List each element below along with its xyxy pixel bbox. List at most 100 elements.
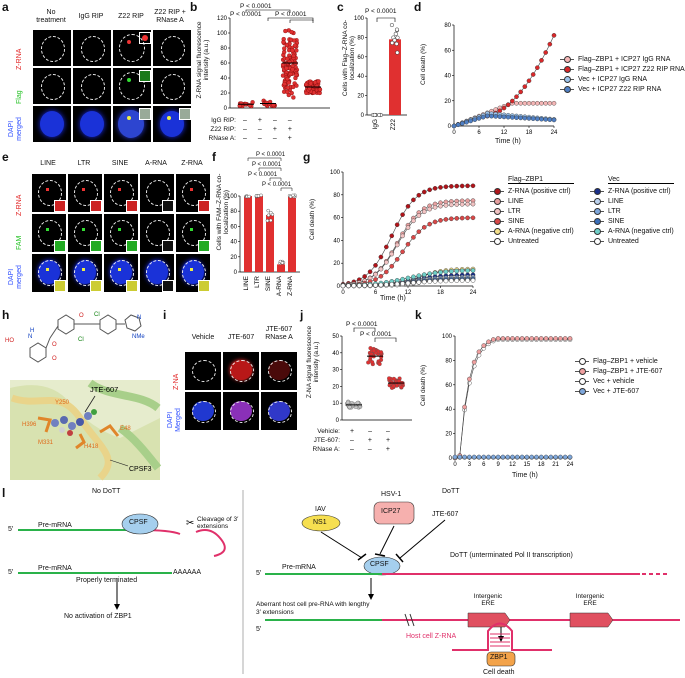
g-xticklabel: 6 — [374, 290, 378, 296]
k-point — [562, 454, 568, 460]
k-legend-swatch-4 — [575, 388, 589, 395]
panel-label-d: d — [414, 0, 422, 14]
g-point — [389, 233, 395, 239]
g-point — [416, 280, 422, 285]
f-point — [266, 208, 270, 213]
b-v03: – — [287, 117, 292, 124]
panel-j-chart: 0 10 20 30 40 50 — [332, 327, 412, 424]
panel-k-chart: 0 20 40 60 80 100 0 3 6 9 12 15 18 21 24 — [442, 334, 574, 468]
l-left-title: No DoTT — [92, 488, 121, 495]
j-yticklabel: 40 — [332, 351, 339, 357]
g-point — [389, 251, 395, 257]
g-legend-flag-item-5: A-RNA (negative ctrl) — [490, 226, 574, 236]
j-v22: + — [385, 446, 390, 453]
g-point — [427, 279, 432, 284]
g-point — [405, 241, 411, 247]
b-point — [288, 71, 293, 77]
l-death-label: Cell death — [483, 669, 515, 676]
g-point — [438, 185, 443, 190]
j-condition-values: + – – – + + – – + — [350, 427, 390, 454]
h-helix-2 — [87, 379, 161, 412]
a-col-no-treatment: No treatment — [36, 9, 66, 24]
j-point — [378, 350, 384, 355]
j-point — [399, 385, 404, 390]
e-image-r3c3 — [104, 254, 138, 292]
g-point — [356, 283, 362, 288]
g-point — [459, 201, 465, 207]
d-yticklabel: 20 — [444, 99, 451, 105]
d-legend-item-3: Vec + ICP27 IgG RNA — [560, 74, 685, 84]
k-xticklabel: 3 — [468, 462, 472, 468]
d-point — [551, 100, 557, 106]
k-xticklabel: 0 — [453, 462, 457, 468]
g-point — [362, 274, 367, 279]
g-point — [378, 266, 384, 272]
g-legend-flag-item-3: LTR — [490, 206, 574, 216]
g-point — [378, 273, 384, 279]
d-point — [530, 116, 536, 121]
g-point — [459, 215, 465, 221]
l-ns1-inhibit-bar — [357, 553, 367, 561]
k-series-line — [454, 338, 570, 459]
panel-l-schematic: ✂ No DoTT DoTT 5′ Pre-mRNA CP — [0, 486, 685, 678]
g-yticklabel: 60 — [333, 216, 340, 222]
k-point — [476, 349, 482, 355]
g-point — [465, 183, 470, 189]
k-ylabel: Cell death (%) — [420, 364, 427, 406]
d-point — [543, 100, 548, 106]
f-point — [280, 261, 285, 265]
j-v02: – — [386, 428, 390, 435]
h-atom-h: H — [30, 328, 34, 334]
b-point — [282, 81, 287, 87]
g-point — [454, 278, 460, 283]
k-point — [495, 336, 501, 341]
b-point — [291, 95, 296, 100]
f-point — [266, 213, 271, 217]
k-point — [481, 343, 487, 348]
h-atom-n: N — [137, 315, 141, 321]
e-row-fam: FAM — [16, 235, 23, 250]
f-yticklabel: 60 — [230, 224, 237, 230]
k-legend-item-3: Vec + vehicle — [575, 376, 662, 386]
g-point — [400, 276, 405, 282]
e-image-r2c3 — [104, 214, 138, 252]
g-xticklabel: 18 — [437, 290, 444, 296]
g-point — [443, 203, 449, 208]
g-point — [470, 201, 476, 207]
f-xticklabel: LINE — [243, 275, 250, 290]
k-point — [529, 336, 534, 341]
d-point — [514, 94, 519, 100]
l-ere-2-label: Intergenic ERE — [575, 593, 605, 607]
g-point — [459, 183, 465, 189]
d-xticklabel: 18 — [526, 130, 533, 136]
j-ylabel: Z-NA signal fluorescence intensity (a.u.… — [306, 325, 320, 399]
f-point — [269, 210, 273, 215]
l-left-terminated: Properly terminated — [76, 577, 138, 584]
d-point — [526, 116, 532, 121]
panel-label-c: c — [337, 0, 344, 14]
j-point — [370, 360, 375, 365]
g-point — [362, 283, 367, 288]
d-point — [547, 100, 553, 106]
b-point — [285, 56, 290, 61]
l-ere-2 — [569, 612, 614, 628]
k-point — [553, 336, 558, 341]
b-point — [316, 79, 321, 84]
j-point — [387, 376, 392, 381]
b-row-z22: Z22 RIP: — [210, 126, 236, 133]
d-point — [522, 100, 528, 106]
f-point — [291, 193, 295, 198]
d-point — [514, 115, 519, 120]
a-image-r3c2 — [73, 106, 111, 142]
b-point — [304, 82, 309, 87]
e-image-r3c2 — [68, 254, 102, 292]
c-sig-bracket — [376, 17, 396, 22]
l-break-1 — [404, 613, 410, 627]
l-right-title: DoTT — [442, 488, 460, 495]
panel-label-i: i — [163, 308, 167, 322]
b-sig-bracket — [289, 19, 314, 23]
l-z-rna-hairpin — [452, 622, 552, 651]
c-yticklabel: 40 — [357, 74, 364, 80]
k-legend-item-2: Flag–ZBP1 + JTE-607 — [575, 366, 662, 376]
b-point — [289, 90, 294, 96]
